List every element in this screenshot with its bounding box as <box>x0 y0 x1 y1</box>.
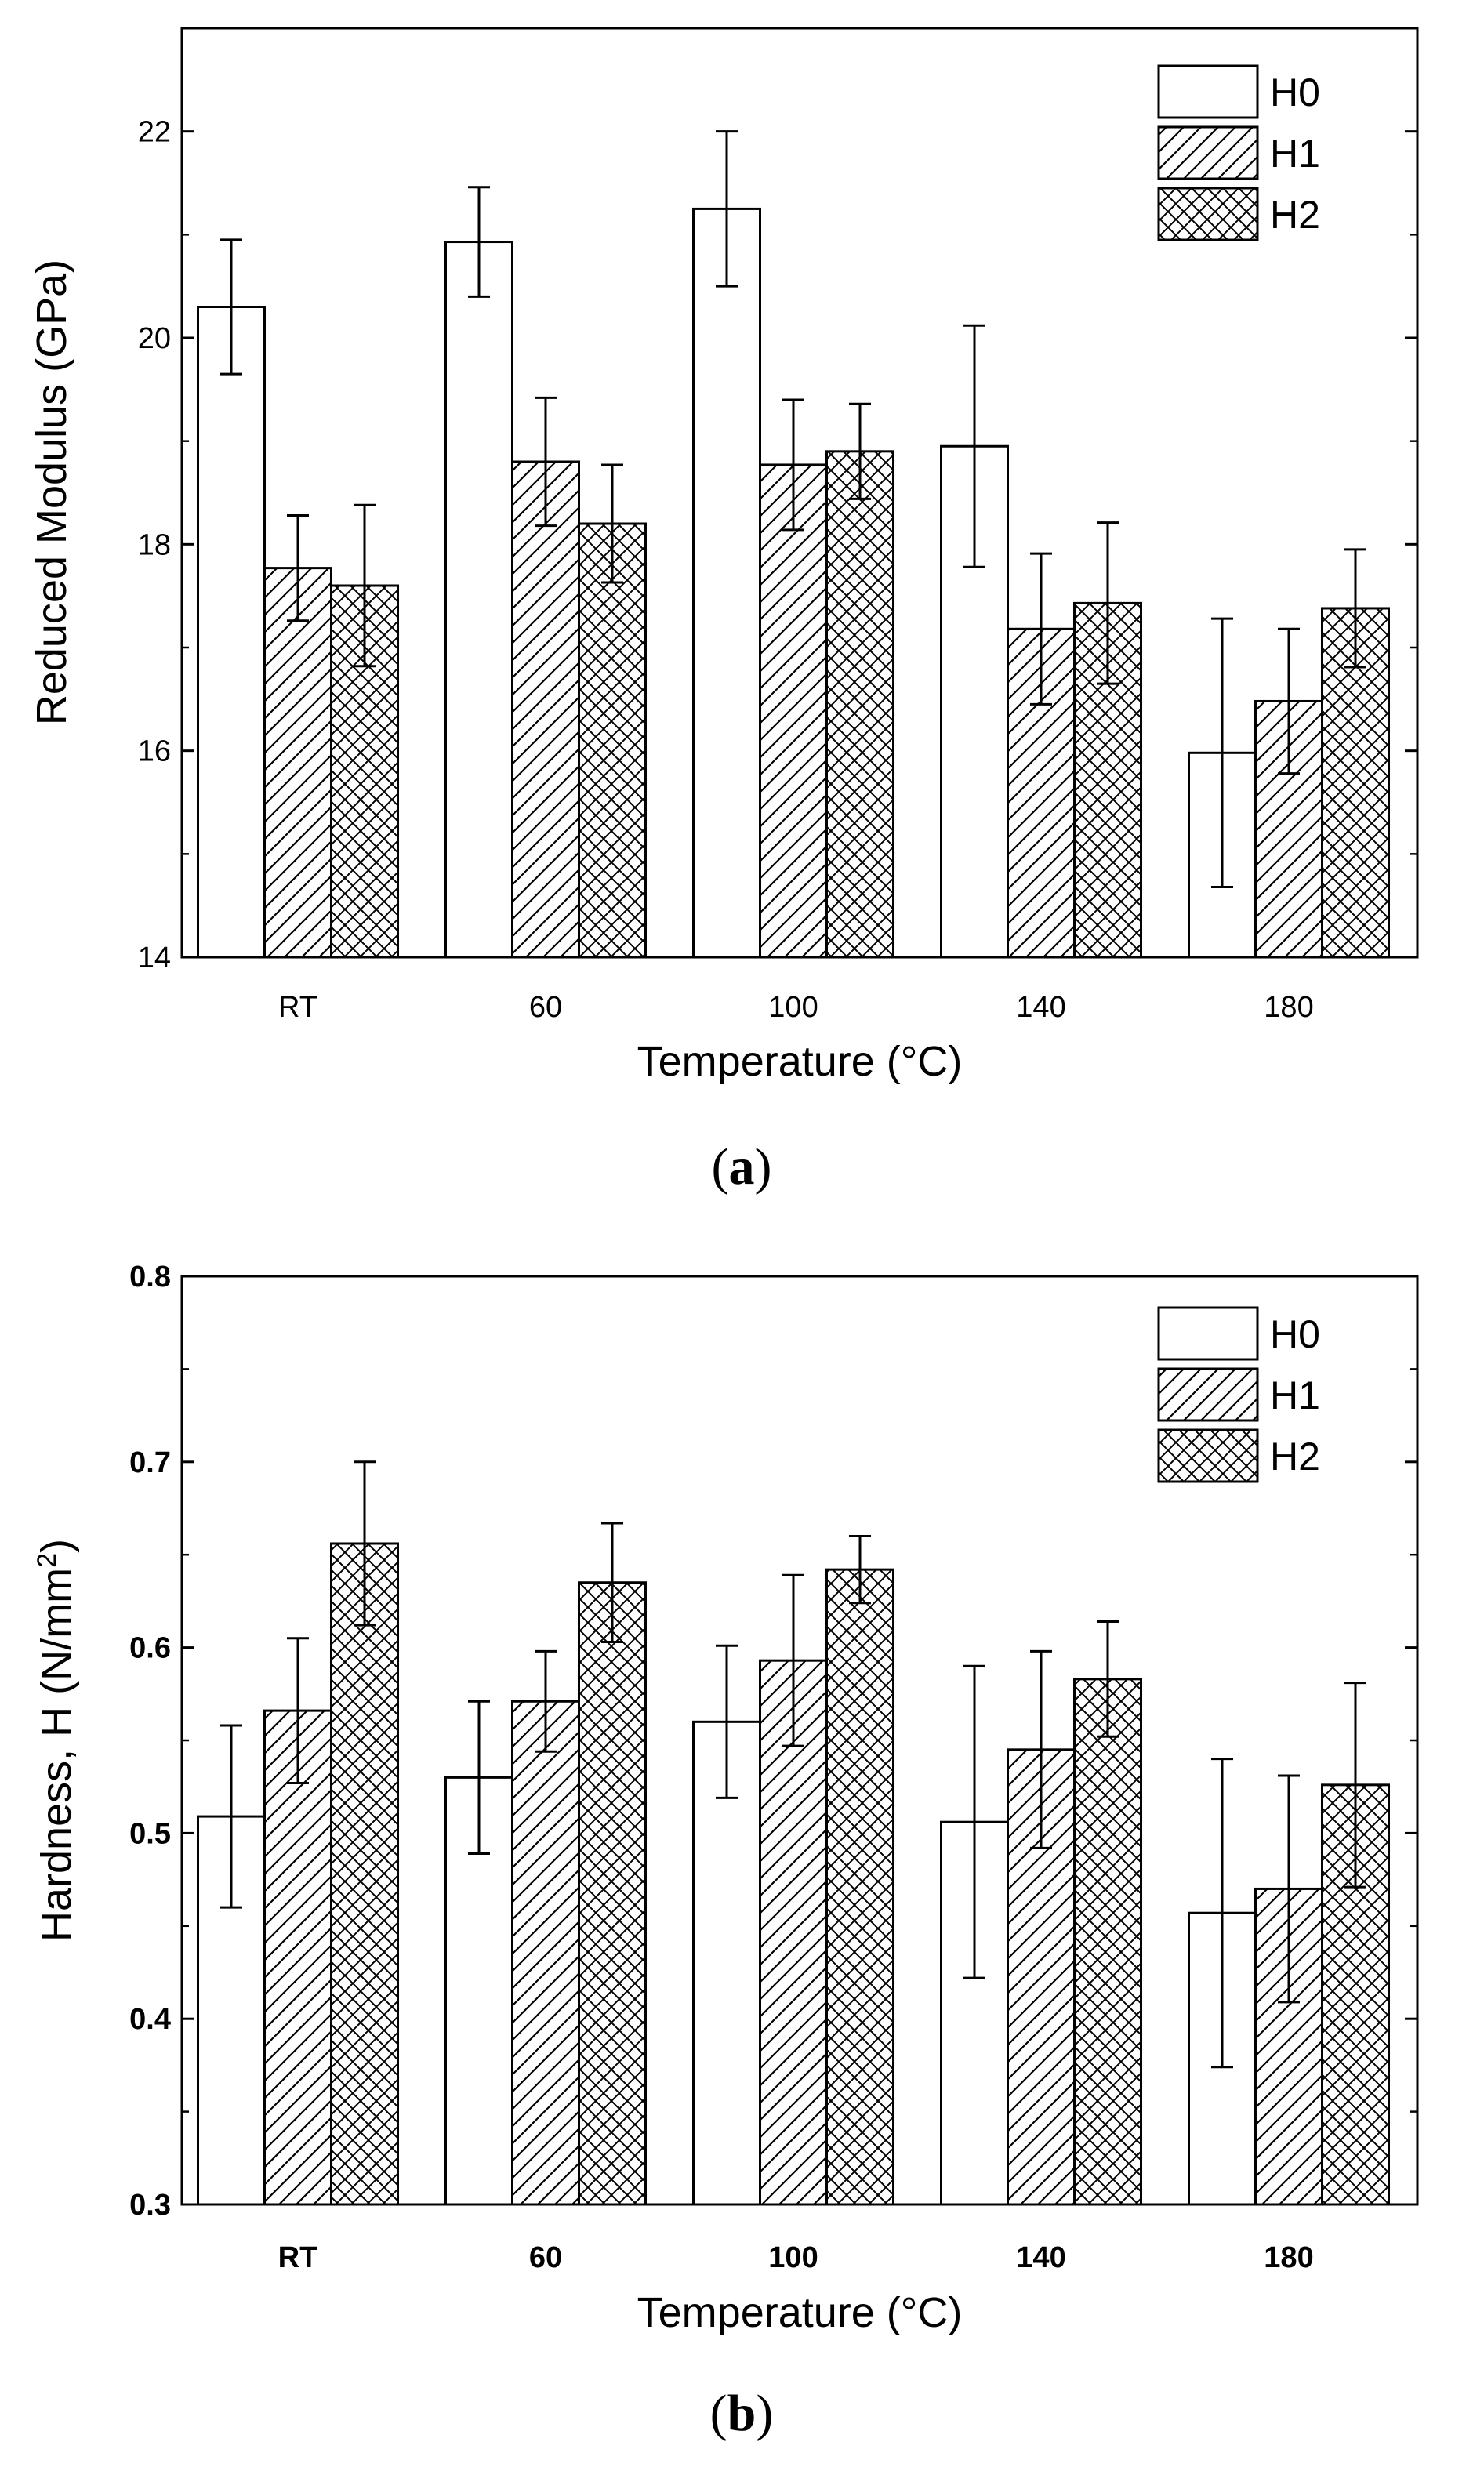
bar-H0-RT <box>197 306 266 959</box>
bar-H2-100 <box>825 1568 894 2206</box>
y-axis-title-main: Reduced Modulus (GPa) <box>28 259 75 725</box>
legend: H0 H1 H2 <box>1157 1306 1320 1483</box>
x-tick-label: 60 <box>529 991 562 1024</box>
x-tick-label: RT <box>278 2241 318 2274</box>
panel-label-close: ) <box>756 2385 773 2442</box>
bar-H0-60 <box>444 241 513 959</box>
chart-panel-a: 14 16 18 20 22 RT 60 100 140 180 Temperature (°C) R… <box>28 27 1419 1196</box>
y-tick-label: 18 <box>138 528 171 561</box>
y-tick-label: 22 <box>138 116 171 149</box>
bar-H2-100 <box>825 450 894 959</box>
bar-H2-RT <box>330 1542 399 2206</box>
y-tick-label: 16 <box>138 735 171 768</box>
legend: H0 H1 H2 <box>1157 64 1320 241</box>
legend-label-H0: H0 <box>1270 1312 1320 1356</box>
x-tick-label: 180 <box>1264 2241 1313 2274</box>
chart-panel-b: 0.3 0.4 0.5 0.6 0.7 0.8 RT 60 100 140 180 Temperatu… <box>32 1261 1419 2442</box>
x-tick-label: 60 <box>529 2241 562 2274</box>
bar-H1-100 <box>759 1659 828 2206</box>
y-axis-title-sup: 2 <box>32 1553 62 1568</box>
legend-swatch-H1 <box>1157 125 1259 180</box>
bar-H1-60 <box>511 460 580 959</box>
bar-H1-RT <box>263 567 332 959</box>
y-tick-label: 14 <box>138 942 171 974</box>
x-tick-label: 140 <box>1016 2241 1065 2274</box>
legend-label-H1: H1 <box>1270 1373 1320 1417</box>
x-axis-title: Temperature (°C) <box>637 2289 963 2336</box>
panel-label-close: ) <box>755 1138 772 1196</box>
y-tick-label: 0.3 <box>129 2189 171 2222</box>
bar-H2-140 <box>1073 1678 1142 2206</box>
y-tick-label: 0.4 <box>129 2003 171 2036</box>
y-axis-title: Hardness, H (N/mm2) <box>32 1539 80 1942</box>
bar-H1-60 <box>511 1700 580 2206</box>
bar-H0-140 <box>940 1820 1009 2206</box>
legend-swatch-H0 <box>1157 64 1259 119</box>
panel-label-open: ( <box>710 2385 727 2442</box>
legend-label-H2: H2 <box>1270 193 1320 237</box>
bar-H2-60 <box>578 522 647 959</box>
x-tick-label: 100 <box>768 2241 818 2274</box>
legend-swatch-H0 <box>1157 1306 1259 1361</box>
x-tick-label: 100 <box>768 991 818 1024</box>
y-tick-label: 0.8 <box>129 1261 171 1293</box>
legend-label-H0: H0 <box>1270 71 1320 114</box>
bar-H2-60 <box>578 1581 647 2206</box>
x-axis-title: Temperature (°C) <box>637 1038 963 1085</box>
y-tick-label: 20 <box>138 322 171 355</box>
y-axis-title-close: ) <box>33 1539 80 1553</box>
bar-H1-RT <box>263 1709 332 2206</box>
legend-swatch-H2 <box>1157 1428 1259 1483</box>
x-tick-label: RT <box>278 991 317 1024</box>
bar-H0-100 <box>692 207 761 959</box>
y-axis-title: Reduced Modulus (GPa) <box>28 259 75 725</box>
y-tick-label: 0.7 <box>129 1446 171 1479</box>
legend-swatch-H1 <box>1157 1367 1259 1422</box>
panel-label-letter: a <box>729 1138 755 1196</box>
legend-swatch-H2 <box>1157 187 1259 241</box>
legend-label-H2: H2 <box>1270 1435 1320 1479</box>
panel-label: (b) <box>710 2385 774 2442</box>
legend-label-H1: H1 <box>1270 132 1320 176</box>
panel-label-letter: b <box>727 2385 757 2442</box>
y-tick-label: 0.6 <box>129 1632 171 1665</box>
bar-H1-100 <box>759 463 828 959</box>
x-tick-label: 140 <box>1016 991 1065 1024</box>
panel-label: (a) <box>712 1138 772 1196</box>
x-tick-label: 180 <box>1264 991 1313 1024</box>
y-tick-label: 0.5 <box>129 1817 171 1850</box>
panel-label-open: ( <box>712 1138 729 1196</box>
y-axis-title-main: Hardness, H (N/mm <box>33 1568 80 1942</box>
